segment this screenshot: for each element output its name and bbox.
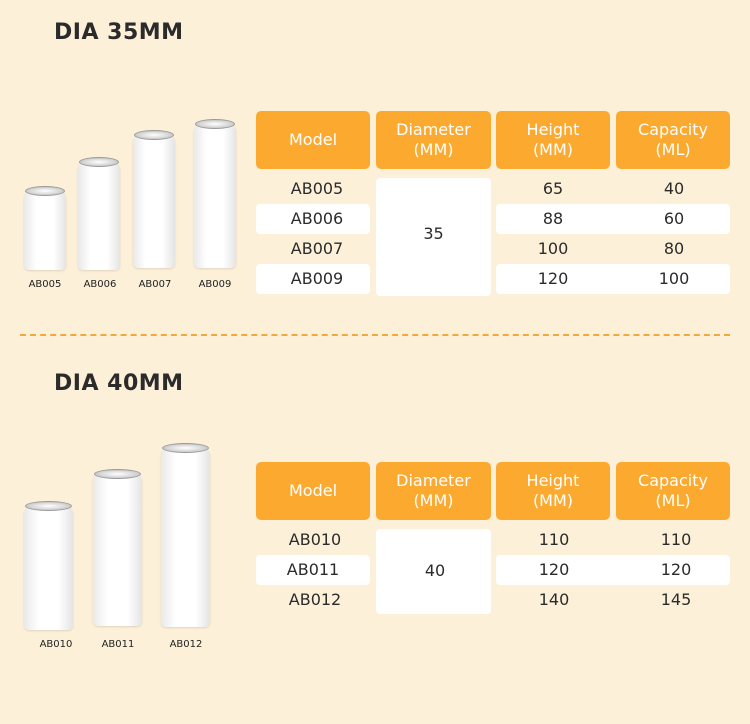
cell-height: 100 — [537, 239, 569, 258]
can-label: AB006 — [83, 279, 117, 290]
row-background — [256, 264, 370, 294]
cell-height: 120 — [537, 269, 569, 288]
cell-height: 140 — [538, 590, 570, 609]
diameter-merged-cell — [376, 529, 491, 614]
section-divider — [20, 334, 730, 336]
cell-capacity: 145 — [660, 590, 692, 609]
can-label: AB011 — [101, 639, 135, 650]
header-model: Model — [256, 111, 370, 169]
cell-height: 65 — [542, 179, 564, 198]
row-background — [496, 204, 730, 234]
cell-height: 88 — [542, 209, 564, 228]
diameter-merged-cell — [376, 178, 491, 296]
can-label: AB005 — [28, 279, 62, 290]
section-title-35mm: DIA 35MM — [54, 20, 184, 45]
section-title-40mm: DIA 40MM — [54, 371, 184, 396]
header-diameter: Diameter (MM) — [376, 462, 491, 520]
cell-capacity: 40 — [663, 179, 685, 198]
can-label: AB007 — [138, 279, 172, 290]
row-background — [256, 555, 370, 585]
header-capacity: Capacity (ML) — [616, 462, 730, 520]
cell-capacity: 60 — [663, 209, 685, 228]
row-background — [496, 264, 730, 294]
can-image-ab007 — [133, 130, 175, 268]
header-height: Height (MM) — [496, 111, 610, 169]
cell-capacity: 80 — [663, 239, 685, 258]
row-background — [256, 204, 370, 234]
cell-model: AB007 — [290, 239, 344, 258]
cell-capacity: 100 — [658, 269, 690, 288]
header-height: Height (MM) — [496, 462, 610, 520]
row-background — [496, 555, 730, 585]
diameter-value: 40 — [424, 561, 446, 580]
can-image-ab012 — [161, 443, 210, 627]
cell-height: 110 — [538, 530, 570, 549]
header-diameter: Diameter (MM) — [376, 111, 491, 169]
header-capacity: Capacity (ML) — [616, 111, 730, 169]
can-image-ab009 — [194, 119, 236, 268]
cell-model: AB010 — [288, 530, 342, 549]
cell-model: AB006 — [290, 209, 344, 228]
cell-height: 120 — [538, 560, 570, 579]
can-image-ab011 — [93, 469, 142, 626]
can-label: AB010 — [39, 639, 73, 650]
cell-capacity: 110 — [660, 530, 692, 549]
cell-model: AB011 — [286, 560, 340, 579]
header-model: Model — [256, 462, 370, 520]
can-image-ab010 — [24, 501, 73, 630]
cell-model: AB009 — [290, 269, 344, 288]
can-label: AB012 — [169, 639, 203, 650]
cell-model: AB012 — [288, 590, 342, 609]
can-image-ab005 — [24, 186, 66, 270]
can-label: AB009 — [198, 279, 232, 290]
cell-capacity: 120 — [660, 560, 692, 579]
diameter-value: 35 — [423, 224, 444, 243]
can-image-ab006 — [78, 157, 120, 270]
cell-model: AB005 — [290, 179, 344, 198]
